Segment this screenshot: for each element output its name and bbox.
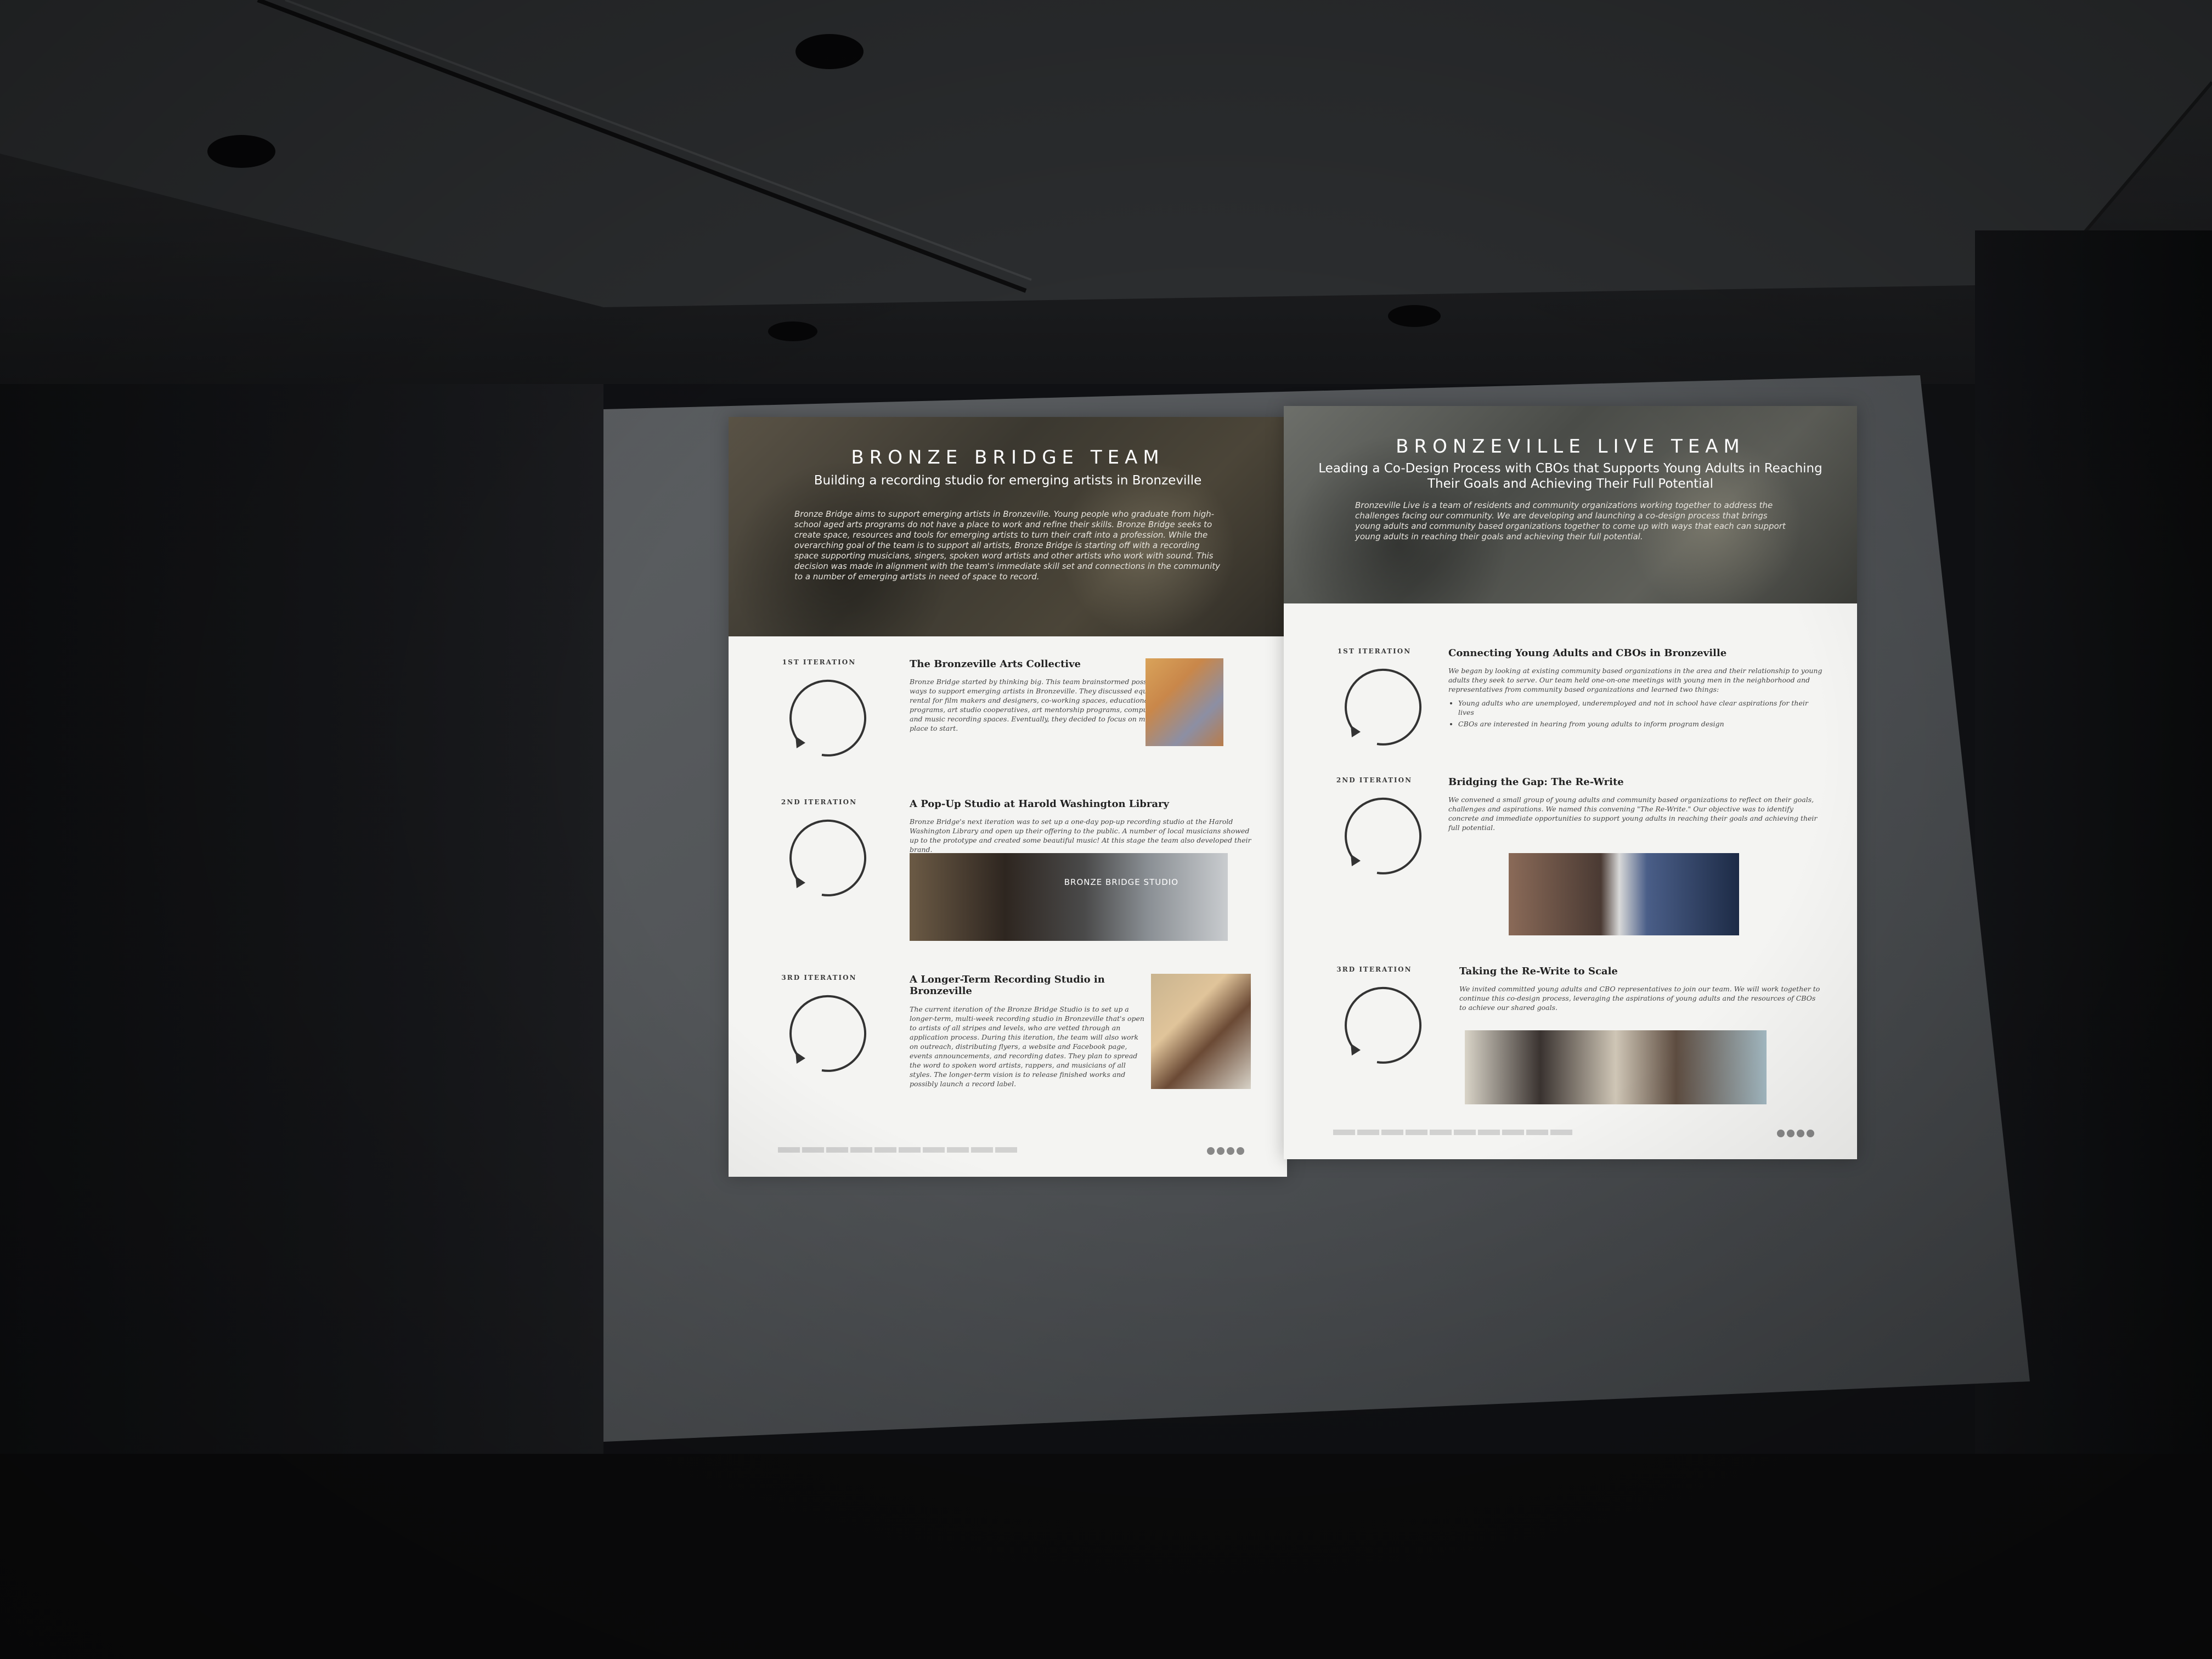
iteration-body: We convened a small group of young adult… [1448, 795, 1818, 832]
cycle-arrow-icon [1345, 797, 1422, 874]
iteration-body: We began by looking at existing communit… [1448, 666, 1824, 731]
microphone-artist-photo [1151, 974, 1251, 1089]
left-wall [0, 384, 603, 1659]
social-icon [1217, 1147, 1224, 1155]
iteration-title: Bridging the Gap: The Re-Write [1448, 776, 1624, 788]
list-item: CBOs are interested in hearing from youn… [1458, 719, 1824, 729]
social-icon [1207, 1147, 1215, 1155]
header-photo [729, 417, 1287, 636]
iteration-title: Connecting Young Adults and CBOs in Bron… [1448, 647, 1727, 659]
social-icon [1227, 1147, 1234, 1155]
poster-intro: Bronzeville Live is a team of residents … [1355, 500, 1786, 541]
sticky-notes-photo [1146, 658, 1223, 746]
iteration-label: 3RD ITERATION [1336, 966, 1412, 973]
poster-subtitle: Building a recording studio for emerging… [814, 473, 1202, 488]
iteration-label: 2ND ITERATION [781, 798, 857, 806]
cycle-arrow-icon [1345, 668, 1422, 746]
iteration-body-text: We began by looking at existing communit… [1448, 667, 1822, 693]
poster-header: BRONZEVILLE LIVE TEAM Leading a Co-Desig… [1284, 406, 1857, 603]
ceiling-light [768, 321, 817, 341]
cycle-arrow-icon [789, 995, 867, 1072]
iteration-label: 3RD ITERATION [781, 974, 857, 981]
cycle-arrow-icon [789, 679, 867, 757]
iteration-body: The current iteration of the Bronze Brid… [910, 1005, 1144, 1088]
iteration-title: The Bronzeville Arts Collective [910, 658, 1081, 670]
ceiling-edge [0, 0, 2212, 307]
iteration-title: A Longer-Term Recording Studio in Bronze… [910, 974, 1105, 997]
piano-studio-photo: BRONZE BRIDGE STUDIO [910, 853, 1228, 941]
two-men-photo [1509, 853, 1739, 935]
poster-title: BRONZEVILLE LIVE TEAM [1396, 436, 1745, 458]
iteration-body: We invited committed young adults and CB… [1459, 985, 1820, 1012]
social-icons [1207, 1147, 1244, 1155]
social-icons [1777, 1130, 1814, 1137]
footnote [1333, 1130, 1575, 1135]
cycle-arrow-icon [1345, 986, 1422, 1064]
poster-intro: Bronze Bridge aims to support emerging a… [794, 509, 1221, 582]
group-meeting-photo [1465, 1030, 1767, 1104]
social-icon [1797, 1130, 1804, 1137]
image-caption: BRONZE BRIDGE STUDIO [1064, 877, 1178, 887]
social-icon [1237, 1147, 1244, 1155]
header-photo [1284, 406, 1857, 603]
poster-header: BRONZE BRIDGE TEAM Building a recording … [729, 417, 1287, 636]
floor [0, 1454, 2212, 1659]
iteration-label: 1ST ITERATION [1337, 647, 1412, 655]
ceiling-light [1388, 305, 1441, 327]
ceiling-light [795, 34, 864, 69]
bronze-bridge-poster: BRONZE BRIDGE TEAM Building a recording … [729, 417, 1287, 1177]
right-wall [1975, 230, 2212, 1659]
social-icon [1787, 1130, 1795, 1137]
cycle-arrow-icon [789, 819, 867, 896]
iteration-label: 1ST ITERATION [782, 658, 856, 666]
footnote [778, 1147, 1019, 1153]
social-icon [1807, 1130, 1814, 1137]
findings-list: Young adults who are unemployed, underem… [1448, 698, 1824, 729]
list-item: Young adults who are unemployed, underem… [1458, 698, 1824, 717]
poster-title: BRONZE BRIDGE TEAM [851, 447, 1165, 469]
bronzeville-live-poster: BRONZEVILLE LIVE TEAM Leading a Co-Desig… [1284, 406, 1857, 1159]
poster-subtitle: Leading a Co-Design Process with CBOs th… [1318, 461, 1822, 491]
ceiling-light [207, 135, 275, 168]
iteration-label: 2ND ITERATION [1336, 776, 1413, 784]
iteration-title: Taking the Re-Write to Scale [1459, 966, 1618, 977]
iteration-title: A Pop-Up Studio at Harold Washington Lib… [910, 798, 1169, 810]
social-icon [1777, 1130, 1785, 1137]
iteration-body: Bronze Bridge started by thinking big. T… [910, 678, 1176, 732]
iteration-body: Bronze Bridge's next iteration was to se… [910, 817, 1251, 854]
